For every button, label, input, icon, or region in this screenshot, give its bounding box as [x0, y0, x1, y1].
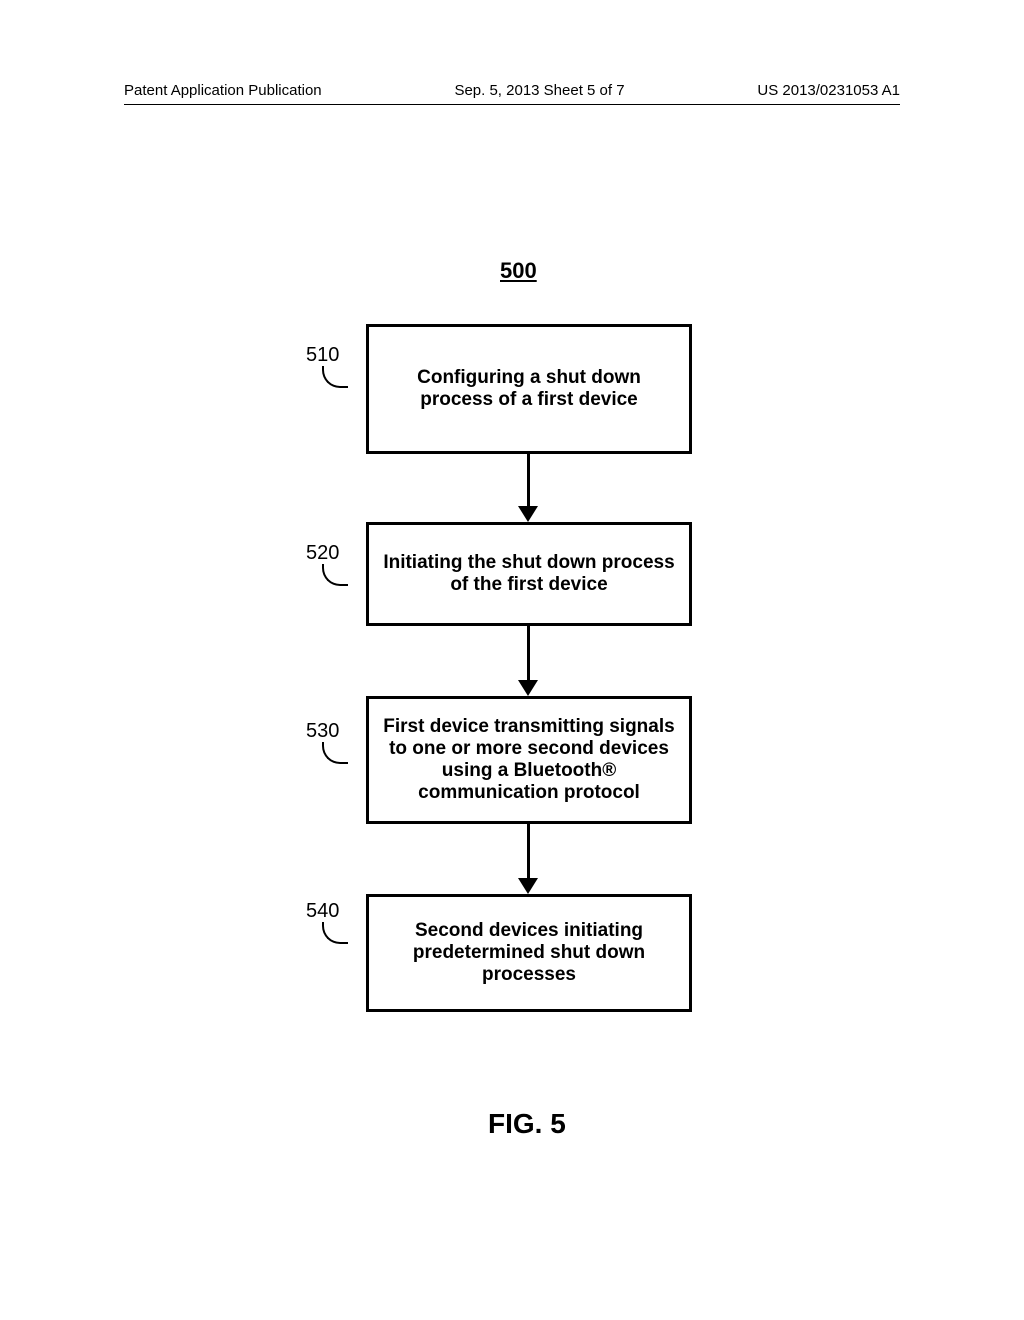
- header-center: Sep. 5, 2013 Sheet 5 of 7: [454, 82, 624, 99]
- arrow-stem-530-540: [527, 824, 530, 878]
- arrow-head-520-530: [518, 680, 538, 696]
- flowchart-step-label-510: 510: [306, 344, 339, 367]
- header-rule: [124, 104, 900, 105]
- arrow-stem-510-520: [527, 454, 530, 506]
- flowchart-step-label-540: 540: [306, 900, 339, 923]
- flowchart-step-540: Second devices initiating predetermined …: [366, 894, 692, 1012]
- label-connector-510: [322, 366, 348, 388]
- flowchart-step-text: First device transmitting signals to one…: [383, 716, 675, 804]
- flowchart-step-label-520: 520: [306, 542, 339, 565]
- flowchart-step-510: Configuring a shut down process of a fir…: [366, 324, 692, 454]
- flowchart-step-520: Initiating the shut down process of the …: [366, 522, 692, 626]
- flowchart-step-text: Initiating the shut down process of the …: [383, 552, 675, 596]
- label-connector-530: [322, 742, 348, 764]
- arrow-head-530-540: [518, 878, 538, 894]
- arrow-head-510-520: [518, 506, 538, 522]
- header-left: Patent Application Publication: [124, 82, 322, 99]
- label-connector-540: [322, 922, 348, 944]
- page-header: Patent Application Publication Sep. 5, 2…: [0, 82, 1024, 99]
- header-right: US 2013/0231053 A1: [757, 82, 900, 99]
- flowchart-step-text: Second devices initiating predetermined …: [383, 920, 675, 986]
- arrow-stem-520-530: [527, 626, 530, 680]
- figure-caption: FIG. 5: [488, 1108, 566, 1140]
- label-connector-520: [322, 564, 348, 586]
- flowchart-step-text: Configuring a shut down process of a fir…: [383, 367, 675, 411]
- flowchart-step-label-530: 530: [306, 720, 339, 743]
- flowchart-step-530: First device transmitting signals to one…: [366, 696, 692, 824]
- figure-number: 500: [500, 258, 537, 284]
